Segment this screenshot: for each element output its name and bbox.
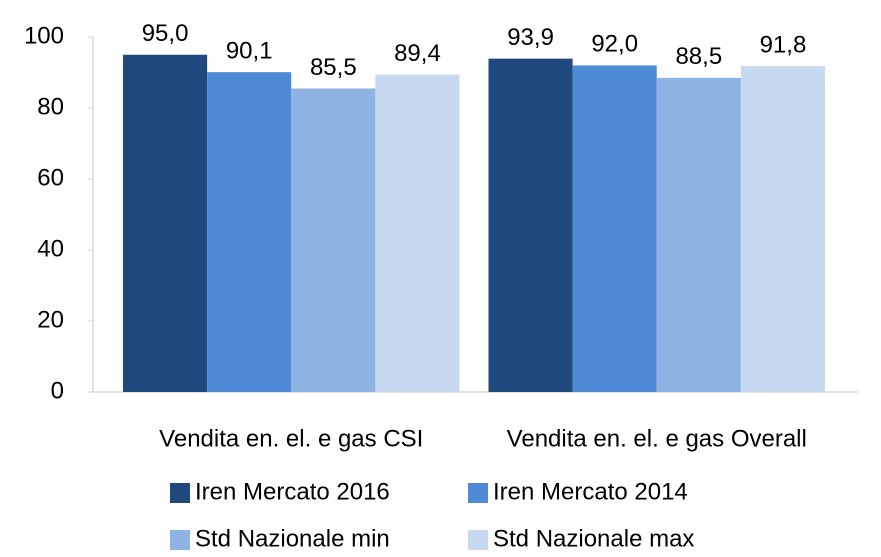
value-label: 95,0 <box>142 20 189 47</box>
bar <box>375 74 460 392</box>
value-label: 91,8 <box>760 31 807 58</box>
y-tick-label: 20 <box>37 306 64 333</box>
bar <box>656 77 741 392</box>
bar <box>123 54 208 392</box>
bar <box>291 88 376 392</box>
y-tick-label: 60 <box>37 164 64 191</box>
legend-label: Iren Mercato 2014 <box>493 478 688 505</box>
y-tick-label: 100 <box>24 22 64 49</box>
value-label: 89,4 <box>394 40 441 67</box>
value-label: 92,0 <box>591 31 638 58</box>
value-label: 85,5 <box>310 54 357 81</box>
y-tick-label: 0 <box>51 377 64 404</box>
y-tick-label: 80 <box>37 93 64 120</box>
y-tick-label: 40 <box>37 235 64 262</box>
legend-swatch <box>468 483 488 503</box>
bar <box>740 66 825 393</box>
value-label: 90,1 <box>226 37 273 64</box>
legend-label: Std Nazionale min <box>195 525 390 552</box>
legend-swatch <box>468 530 488 550</box>
x-tick-label: Vendita en. el. e gas Overall <box>507 425 807 452</box>
bar <box>488 58 573 392</box>
bar <box>207 72 292 393</box>
value-label: 88,5 <box>675 43 722 70</box>
legend-swatch <box>170 483 190 503</box>
bar <box>572 65 657 393</box>
legend-label: Iren Mercato 2016 <box>195 478 390 505</box>
x-tick-label: Vendita en. el. e gas CSI <box>159 425 423 452</box>
value-label: 93,9 <box>507 24 554 51</box>
legend-label: Std Nazionale max <box>493 525 694 552</box>
legend-swatch <box>170 530 190 550</box>
